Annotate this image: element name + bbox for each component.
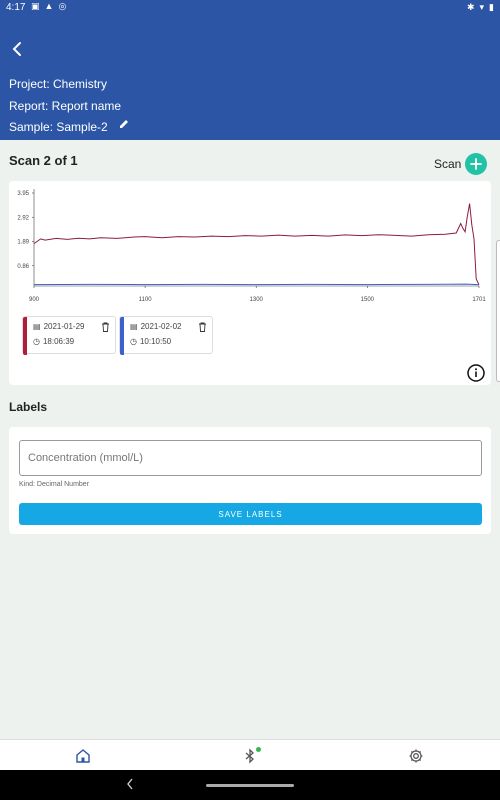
status-notification-icons: ▣ ▲ ◎ bbox=[31, 1, 66, 12]
system-navigation-bar bbox=[0, 770, 500, 800]
bluetooth-connected-dot bbox=[256, 747, 261, 752]
calendar-icon: ▤ bbox=[33, 322, 41, 331]
save-labels-button[interactable]: SAVE LABELS bbox=[19, 503, 482, 525]
side-panel-handle[interactable] bbox=[496, 240, 500, 382]
calendar-icon: ▤ bbox=[130, 322, 138, 331]
system-back-icon[interactable] bbox=[126, 778, 134, 790]
back-arrow-icon[interactable] bbox=[10, 41, 26, 57]
x-tick-label: 1500 bbox=[361, 297, 375, 303]
y-tick-label: 0.86 bbox=[17, 264, 29, 270]
concentration-field[interactable] bbox=[19, 440, 482, 476]
warning-icon: ▲ bbox=[44, 1, 54, 11]
y-tick-label: 2.92 bbox=[17, 215, 29, 221]
scan-time: 10:10:50 bbox=[139, 337, 172, 346]
scan-chip-1[interactable]: ▤ 2021-01-29 ◷ 18:06:39 bbox=[22, 316, 116, 355]
concentration-input[interactable] bbox=[20, 441, 481, 475]
clock-icon: ◷ bbox=[33, 337, 40, 346]
system-home-pill[interactable] bbox=[206, 784, 294, 787]
add-scan-button[interactable] bbox=[465, 153, 487, 175]
scan-button-label[interactable]: Scan bbox=[434, 157, 462, 171]
scan-chip-2[interactable]: ▤ 2021-02-02 ◷ 10:10:50 bbox=[119, 316, 213, 355]
sample-name: Sample: Sample-2 bbox=[9, 120, 108, 134]
wifi-icon: ▾ bbox=[479, 2, 485, 12]
series-line-2 bbox=[33, 283, 480, 286]
bluetooth-icon[interactable] bbox=[242, 748, 258, 764]
scan-date: 2021-01-29 bbox=[43, 322, 85, 331]
spectrum-chart-card: 3.95 2.92 1.89 0.86 900 1100 1300 1500 1701 ▤ 20… bbox=[9, 181, 491, 385]
scan-color-stripe bbox=[120, 317, 124, 355]
plus-icon bbox=[470, 158, 482, 170]
info-icon[interactable] bbox=[467, 364, 485, 382]
sync-icon: ◎ bbox=[58, 1, 67, 11]
app-header: Project: Chemistry Report: Report name S… bbox=[0, 15, 500, 140]
settings-gear-icon[interactable] bbox=[408, 748, 424, 764]
project-name: Project: Chemistry bbox=[9, 77, 108, 91]
image-icon: ▣ bbox=[31, 1, 40, 11]
status-time: 4:17 bbox=[6, 2, 26, 13]
field-kind-hint: Kind: Decimal Number bbox=[19, 481, 90, 488]
report-name: Report: Report name bbox=[9, 99, 122, 113]
battery-icon: ▮ bbox=[489, 2, 494, 12]
scan-date: 2021-02-02 bbox=[140, 322, 182, 331]
status-bar: 4:17 ▣ ▲ ◎ ✱ ▾ ▮ bbox=[0, 0, 500, 15]
delete-trash-icon[interactable] bbox=[198, 322, 207, 332]
bottom-navigation bbox=[0, 739, 500, 771]
labels-card: Kind: Decimal Number SAVE LABELS bbox=[9, 427, 491, 534]
delete-trash-icon[interactable] bbox=[101, 322, 110, 332]
series-line-1 bbox=[33, 203, 480, 286]
clock-icon: ◷ bbox=[130, 337, 137, 346]
bluetooth-status-icon: ✱ bbox=[466, 2, 475, 12]
y-tick-label: 1.89 bbox=[17, 240, 29, 246]
spectrum-chart: 3.95 2.92 1.89 0.86 900 1100 1300 1500 1701 bbox=[17, 189, 486, 303]
scan-color-stripe bbox=[23, 317, 27, 355]
scan-time: 18:06:39 bbox=[42, 337, 75, 346]
edit-pencil-icon[interactable] bbox=[118, 118, 130, 130]
x-tick-label: 900 bbox=[29, 297, 40, 303]
x-tick-label: 1300 bbox=[250, 297, 264, 303]
status-system-icons: ✱ ▾ ▮ bbox=[467, 2, 494, 13]
home-icon[interactable] bbox=[75, 748, 91, 764]
y-tick-label: 3.95 bbox=[17, 191, 29, 197]
x-tick-label: 1100 bbox=[139, 297, 153, 303]
scan-count-title: Scan 2 of 1 bbox=[9, 153, 78, 168]
labels-section-title: Labels bbox=[9, 400, 48, 414]
x-tick-label: 1701 bbox=[472, 297, 486, 303]
